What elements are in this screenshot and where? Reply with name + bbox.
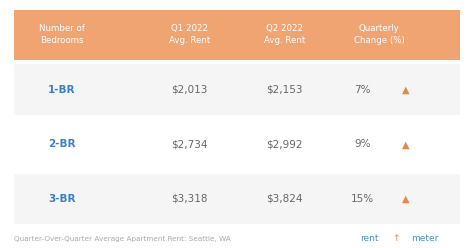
Text: meter: meter bbox=[411, 234, 439, 243]
Text: ▲: ▲ bbox=[401, 85, 409, 95]
Text: Quarterly
Change (%): Quarterly Change (%) bbox=[354, 24, 405, 45]
Text: Q1 2022
Avg. Rent: Q1 2022 Avg. Rent bbox=[169, 24, 210, 45]
Text: Quarter-Over-Quarter Average Apartment Rent: Seattle, WA: Quarter-Over-Quarter Average Apartment R… bbox=[14, 236, 231, 242]
Bar bbox=[14, 174, 460, 224]
Text: $2,153: $2,153 bbox=[266, 85, 303, 95]
Text: ▲: ▲ bbox=[401, 139, 409, 149]
Text: rent: rent bbox=[360, 234, 379, 243]
Text: 7%: 7% bbox=[355, 85, 371, 95]
Text: $2,013: $2,013 bbox=[172, 85, 208, 95]
Text: Number of
Bedrooms: Number of Bedrooms bbox=[39, 24, 84, 45]
Bar bbox=[14, 10, 460, 60]
Text: 9%: 9% bbox=[355, 139, 371, 149]
Text: $2,992: $2,992 bbox=[266, 139, 303, 149]
Text: ↑: ↑ bbox=[392, 234, 400, 243]
Text: 15%: 15% bbox=[351, 194, 374, 204]
Bar bbox=[14, 64, 460, 115]
Text: Q2 2022
Avg. Rent: Q2 2022 Avg. Rent bbox=[264, 24, 305, 45]
Text: 1-BR: 1-BR bbox=[48, 85, 75, 95]
Text: $3,824: $3,824 bbox=[266, 194, 303, 204]
Text: $2,734: $2,734 bbox=[171, 139, 208, 149]
Text: 3-BR: 3-BR bbox=[48, 194, 75, 204]
Text: 2-BR: 2-BR bbox=[48, 139, 75, 149]
Bar bbox=[14, 119, 460, 170]
Text: ▲: ▲ bbox=[401, 194, 409, 204]
Text: $3,318: $3,318 bbox=[171, 194, 208, 204]
